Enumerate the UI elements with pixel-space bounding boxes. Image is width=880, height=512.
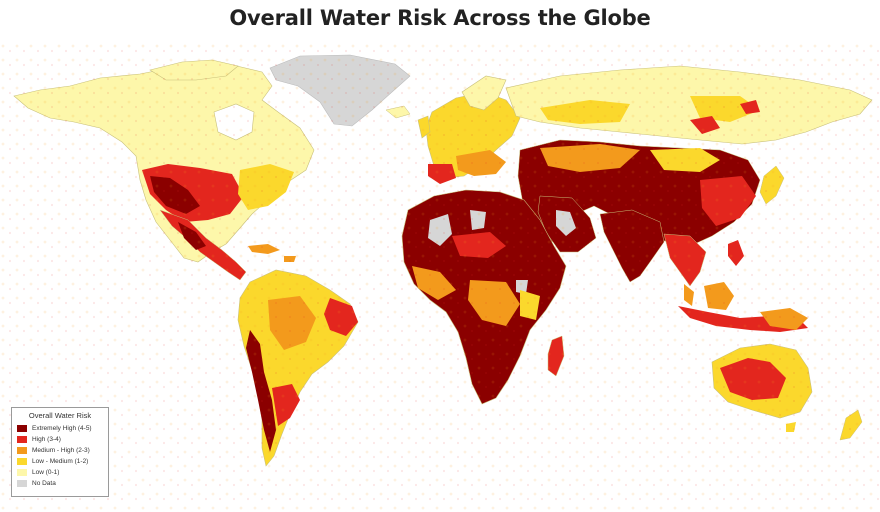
legend-item: Medium - High (2-3) [17,445,103,456]
map-legend: Overall Water Risk Extremely High (4-5) H… [11,407,109,497]
india-region [599,209,665,283]
tasmania-region [786,422,796,432]
caribbean-islands [248,244,296,262]
legend-item-label: Low - Medium (1-2) [32,458,89,465]
dark-red-swatch [17,425,27,432]
iberia-risk-region [428,164,456,184]
yellow-swatch [17,458,27,465]
north-america-region [13,61,315,263]
iceland-region [385,105,411,119]
world-water-risk-map [0,44,880,512]
legend-item: Low (0-1) [17,467,103,478]
madagascar-region [547,335,565,377]
us-east-region [238,164,294,210]
legend-item: High (3-4) [17,434,103,445]
legend-item-label: No Data [32,480,56,487]
malay-peninsula-region [684,284,694,306]
japan-region [759,165,785,205]
pale-yellow-swatch [17,469,27,476]
red-swatch [17,436,27,443]
borneo-region [704,282,734,310]
legend-item-label: Extremely High (4-5) [32,425,92,432]
map-title: Overall Water Risk Across the Globe [229,6,651,30]
new-zealand-region [839,409,863,441]
greenland-region [269,54,411,127]
legend-item: Extremely High (4-5) [17,423,103,434]
legend-item: No Data [17,478,103,489]
legend-item-label: Medium - High (2-3) [32,447,90,454]
gray-swatch [17,480,27,487]
legend-item-label: Low (0-1) [32,469,60,476]
legend-title: Overall Water Risk [28,411,92,420]
orange-swatch [17,447,27,454]
philippines-region [728,240,744,266]
legend-item-label: High (3-4) [32,436,61,443]
legend-item: Low - Medium (1-2) [17,456,103,467]
